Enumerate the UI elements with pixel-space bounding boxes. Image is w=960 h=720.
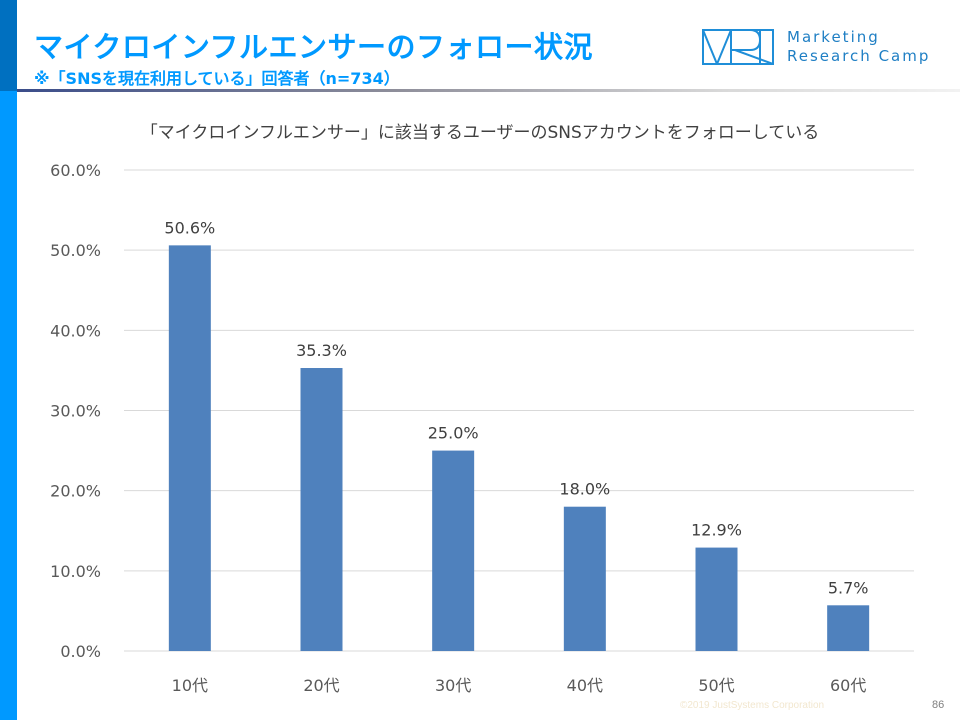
data-label: 25.0%: [428, 424, 479, 443]
bar: [827, 605, 870, 651]
x-tick-label: 30代: [435, 676, 471, 695]
page-title: マイクロインフルエンサーのフォロー状況: [34, 30, 594, 64]
copyright: ©2019 JustSystems Corporation: [680, 700, 825, 711]
y-tick-label: 50.0%: [50, 241, 101, 260]
accent-bar-top: [0, 0, 17, 91]
y-tick-label: 30.0%: [50, 402, 101, 421]
y-tick-label: 10.0%: [50, 562, 101, 581]
data-label: 5.7%: [828, 578, 869, 597]
page-subtitle: ※「SNSを現在利用している」回答者（n=734）: [34, 69, 400, 88]
y-tick-label: 60.0%: [50, 161, 101, 180]
bar-chart: 0.0% 10.0% 20.0% 30.0% 40.0% 50.0% 60.0% 50.6% 1…: [50, 161, 914, 695]
bar: [432, 450, 475, 651]
chart-title: 「マイクロインフルエンサー」に該当するユーザーのSNSアカウントをフォローしてい…: [140, 123, 820, 143]
page-number: 86: [932, 699, 945, 711]
logo-line-1: Marketing: [787, 28, 880, 46]
data-label: 50.6%: [164, 218, 215, 237]
y-tick-label: 20.0%: [50, 482, 101, 501]
bar: [168, 245, 211, 651]
bar: [695, 547, 738, 651]
x-tick-label: 10代: [172, 676, 208, 695]
x-tick-label: 60代: [830, 676, 866, 695]
logo-mark-icon: [702, 29, 774, 65]
bar: [300, 368, 343, 651]
x-tick-label: 40代: [567, 676, 603, 695]
y-tick-label: 40.0%: [50, 321, 101, 340]
data-label: 12.9%: [691, 521, 742, 540]
bar: [563, 506, 606, 651]
accent-bar-bottom: [0, 91, 17, 720]
x-tick-label: 20代: [303, 676, 339, 695]
data-label: 18.0%: [559, 480, 610, 499]
header-divider: [17, 89, 960, 92]
logo-line-2: Research Camp: [787, 47, 931, 65]
y-tick-label: 0.0%: [60, 642, 101, 661]
x-tick-label: 50代: [698, 676, 734, 695]
logo-text: Marketing Research Camp: [787, 28, 930, 66]
data-label: 35.3%: [296, 341, 347, 360]
